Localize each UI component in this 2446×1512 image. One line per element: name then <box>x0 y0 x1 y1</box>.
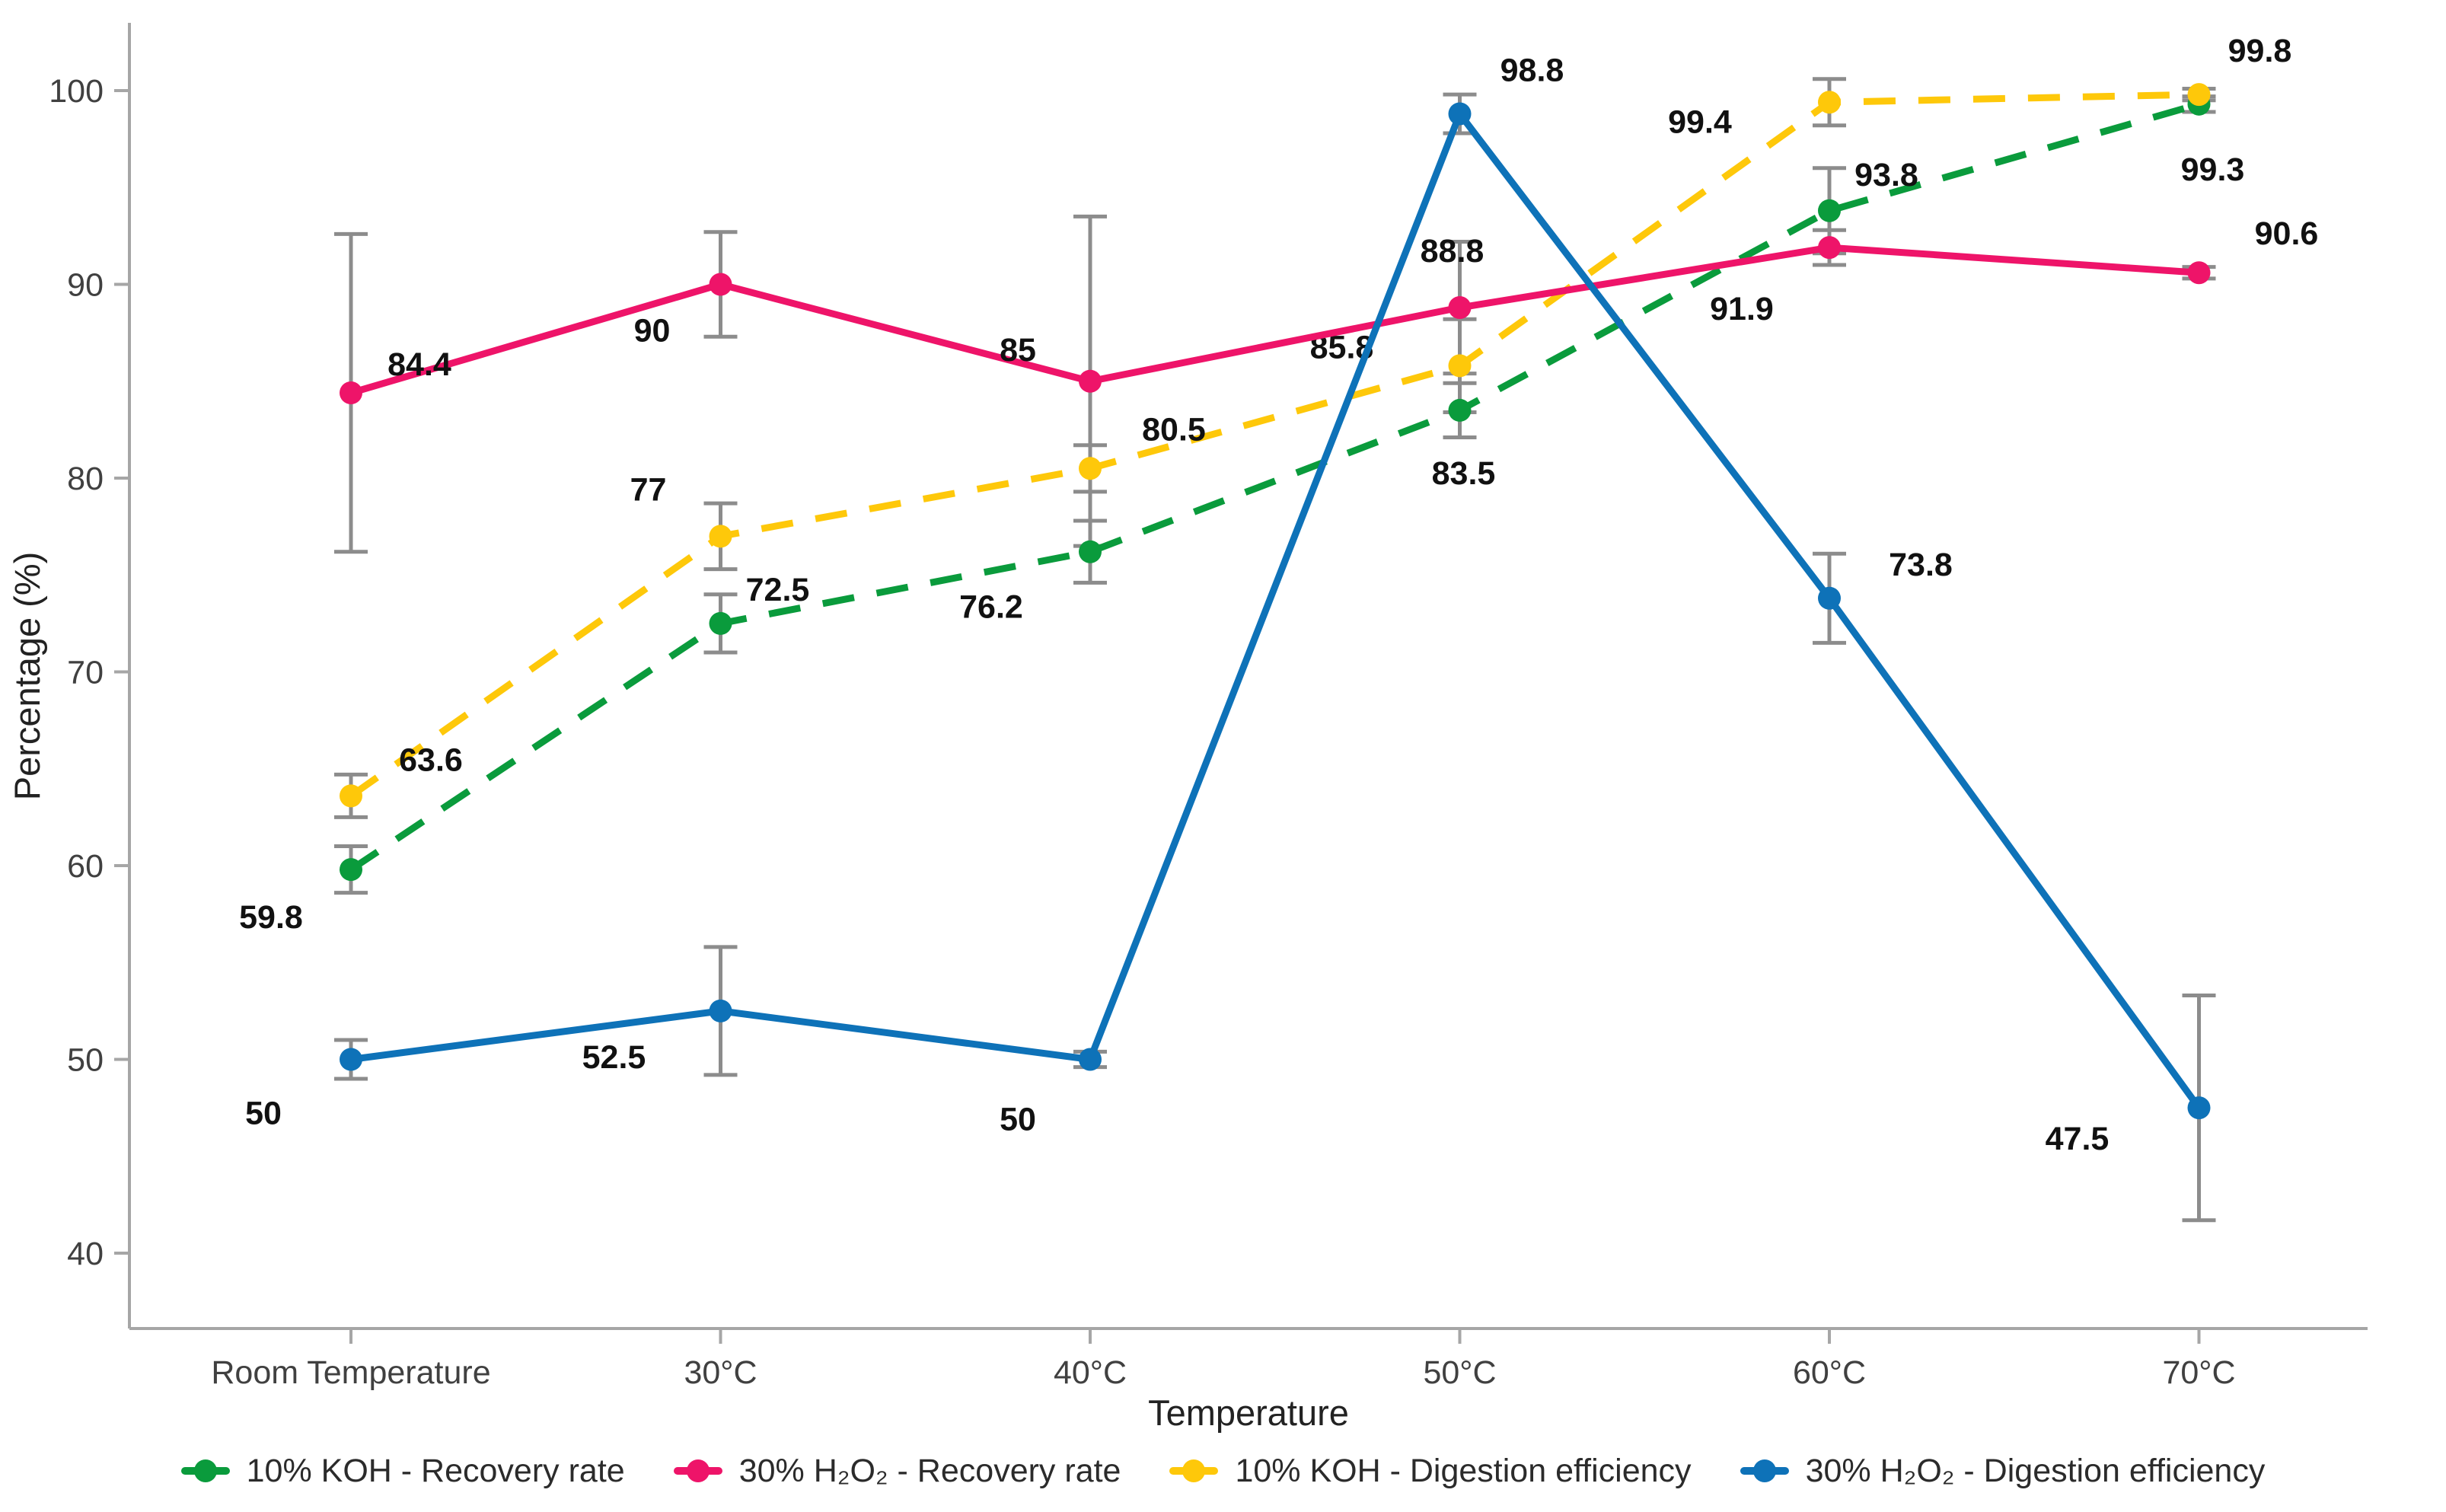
data-point <box>1448 354 1472 378</box>
data-point <box>1448 102 1472 126</box>
data-point <box>340 381 362 405</box>
point-label: 77 <box>630 471 667 508</box>
series-line <box>349 244 2199 397</box>
point-label: 99.3 <box>2181 152 2245 188</box>
legend-dot-icon <box>1752 1459 1776 1482</box>
point-label: 80.5 <box>1142 411 1206 448</box>
data-point <box>2187 83 2211 107</box>
point-label: 83.5 <box>1432 455 1496 492</box>
data-point <box>2187 261 2211 285</box>
point-label: 88.8 <box>1421 233 1485 270</box>
point-label: 50 <box>245 1096 282 1132</box>
data-point <box>2187 1096 2211 1120</box>
legend-label: 30% H₂O₂ - Recovery rate <box>738 1452 1121 1489</box>
legend-marker-icon <box>180 1459 230 1482</box>
chart-legend: 10% KOH - Recovery rate 30% H₂O₂ - Recove… <box>0 1434 2446 1507</box>
legend-dot-icon <box>686 1459 710 1482</box>
y-tick-label: 40 <box>67 1236 104 1272</box>
legend-label: 10% KOH - Recovery rate <box>246 1452 625 1489</box>
series-line <box>349 91 2199 799</box>
data-point <box>1079 1048 1102 1071</box>
point-label: 99.4 <box>1668 104 1732 140</box>
point-label: 84.4 <box>387 346 451 383</box>
data-point <box>1818 91 1841 114</box>
x-tick-label: 30°C <box>684 1354 757 1391</box>
y-axis-title: Percentage (%) <box>7 552 47 801</box>
chart-plot-area: 40 50 60 70 80 90 100 Room Temperature 30°C 40°C 5… <box>49 23 2368 1391</box>
data-point <box>1448 296 1472 320</box>
x-tick-label: 50°C <box>1423 1354 1496 1391</box>
point-label: 47.5 <box>2046 1121 2110 1157</box>
data-point <box>1818 199 1841 222</box>
data-point <box>340 858 362 882</box>
x-tick-label: 60°C <box>1793 1354 1866 1391</box>
data-point <box>1079 369 1102 393</box>
data-point <box>1079 457 1102 480</box>
point-label: 76.2 <box>959 589 1023 626</box>
y-tick-label: 70 <box>67 655 104 691</box>
data-point <box>340 784 362 808</box>
data-point <box>1818 586 1841 610</box>
point-label: 98.8 <box>1500 53 1564 89</box>
y-tick-label: 80 <box>67 461 104 497</box>
chart-svg: 40 50 60 70 80 90 100 Room Temperature 30°C 40°C 5… <box>7 23 2368 1433</box>
legend-dot-icon <box>1182 1459 1206 1482</box>
series-line <box>350 110 2202 1110</box>
y-tick-label: 60 <box>67 848 104 885</box>
point-label: 93.8 <box>1854 157 1918 193</box>
legend-label: 10% KOH - Digestion efficiency <box>1235 1452 1692 1489</box>
point-label: 90 <box>634 313 671 349</box>
y-tick-label: 100 <box>49 73 104 110</box>
point-label: 73.8 <box>1889 547 1953 583</box>
point-label: 72.5 <box>746 572 810 608</box>
legend-marker-icon <box>1169 1459 1219 1482</box>
series-line <box>349 100 2200 872</box>
legend-marker-icon <box>673 1459 722 1482</box>
data-point <box>709 273 732 296</box>
legend-item: 30% H₂O₂ - Digestion efficiency <box>1740 1452 2266 1490</box>
data-point <box>340 1048 362 1071</box>
data-point <box>1448 398 1472 422</box>
point-label: 52.5 <box>582 1039 646 1076</box>
point-label: 99.8 <box>2228 33 2292 69</box>
point-label: 85 <box>1000 332 1036 368</box>
legend-marker-icon <box>1740 1459 1789 1482</box>
y-tick-label: 90 <box>67 267 104 304</box>
x-tick-label: 40°C <box>1054 1354 1127 1391</box>
x-axis-title: Temperature <box>1148 1392 1349 1433</box>
legend-item: 10% KOH - Recovery rate <box>180 1452 625 1490</box>
legend-dot-icon <box>193 1459 217 1482</box>
point-label: 91.9 <box>1710 291 1774 327</box>
legend-label: 30% H₂O₂ - Digestion efficiency <box>1805 1452 2266 1489</box>
y-tick-label: 50 <box>67 1042 104 1079</box>
data-point <box>709 611 732 635</box>
legend-item: 30% H₂O₂ - Recovery rate <box>673 1452 1121 1490</box>
point-label: 50 <box>1000 1102 1036 1138</box>
x-tick-label: 70°C <box>2162 1354 2235 1391</box>
legend-item: 10% KOH - Digestion efficiency <box>1169 1452 1692 1490</box>
x-tick-label: Room Temperature <box>211 1354 490 1391</box>
data-point <box>709 525 732 548</box>
point-label: 59.8 <box>239 899 303 936</box>
data-point <box>1818 236 1841 260</box>
point-label: 90.6 <box>2255 215 2319 252</box>
point-label: 63.6 <box>399 742 463 778</box>
data-point <box>709 999 732 1022</box>
data-point <box>1079 540 1102 563</box>
